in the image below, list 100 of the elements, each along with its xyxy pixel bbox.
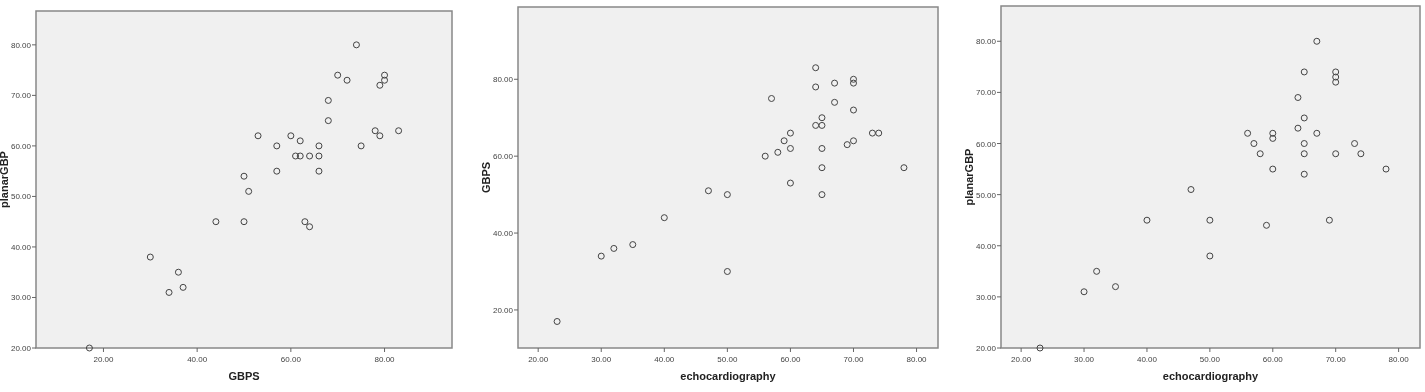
point bbox=[1080, 288, 1088, 296]
y-tick-label: 20.00 bbox=[492, 305, 514, 315]
point bbox=[273, 142, 281, 150]
point bbox=[786, 179, 794, 187]
y-tick-label: 40.00 bbox=[10, 242, 32, 252]
point bbox=[818, 164, 826, 172]
point bbox=[292, 152, 300, 160]
point bbox=[850, 106, 857, 114]
point bbox=[395, 127, 403, 135]
point bbox=[761, 152, 769, 160]
x-tick-label: 80.00 bbox=[1388, 355, 1410, 364]
point bbox=[1300, 170, 1308, 178]
y-tick-label: 30.00 bbox=[975, 292, 997, 302]
point bbox=[324, 117, 332, 125]
x-tick-label: 30.00 bbox=[1074, 355, 1095, 364]
point bbox=[296, 152, 304, 160]
point bbox=[212, 218, 220, 226]
point bbox=[850, 79, 857, 87]
point bbox=[1300, 68, 1308, 76]
x-tick-label: 40.00 bbox=[1136, 355, 1158, 364]
point bbox=[553, 317, 561, 325]
point bbox=[818, 121, 826, 129]
point bbox=[1206, 216, 1214, 224]
y-tick-label: 20.00 bbox=[975, 344, 997, 353]
x-tick-label: 40.00 bbox=[654, 355, 675, 364]
point bbox=[1244, 129, 1252, 137]
point bbox=[1332, 150, 1340, 158]
point bbox=[818, 114, 826, 122]
point bbox=[240, 218, 248, 226]
point bbox=[831, 98, 839, 106]
x-tick-label: 20.00 bbox=[93, 355, 115, 364]
y-tick-label: 40.00 bbox=[975, 241, 997, 251]
point bbox=[376, 132, 384, 140]
y-tick-label: 30.00 bbox=[10, 293, 32, 303]
point bbox=[1332, 78, 1340, 86]
y-tick-label: 80.00 bbox=[975, 37, 997, 47]
point bbox=[780, 137, 788, 145]
x-tick-label: 80.00 bbox=[906, 355, 928, 364]
point bbox=[324, 96, 332, 104]
x-tick-label: 20.00 bbox=[528, 355, 549, 364]
point bbox=[1325, 216, 1333, 224]
point bbox=[704, 187, 712, 195]
point bbox=[843, 141, 851, 149]
point bbox=[1332, 73, 1340, 81]
point bbox=[301, 218, 309, 226]
point bbox=[376, 81, 384, 89]
point bbox=[1300, 114, 1308, 122]
point bbox=[768, 95, 776, 102]
x-tick-label: 20.00 bbox=[1011, 355, 1032, 364]
y-axis-title: planarGBP bbox=[963, 148, 975, 206]
x-tick-label: 70.00 bbox=[1325, 355, 1347, 364]
point bbox=[1187, 186, 1195, 194]
point bbox=[850, 75, 857, 83]
point bbox=[831, 79, 839, 87]
point bbox=[315, 142, 323, 150]
point bbox=[786, 129, 794, 137]
point bbox=[597, 252, 605, 260]
point bbox=[1294, 124, 1302, 132]
point bbox=[306, 152, 314, 160]
point bbox=[357, 142, 365, 150]
point bbox=[629, 241, 637, 249]
point bbox=[900, 164, 908, 172]
y-tick-label: 50.00 bbox=[975, 190, 997, 200]
point bbox=[371, 127, 379, 135]
y-tick-label: 60.00 bbox=[492, 152, 514, 162]
y-tick-label: 50.00 bbox=[10, 192, 32, 202]
point bbox=[812, 64, 820, 72]
point bbox=[786, 144, 794, 152]
point bbox=[818, 191, 826, 199]
x-tick-label: 60.00 bbox=[1262, 355, 1284, 364]
point bbox=[254, 132, 262, 140]
point bbox=[1262, 221, 1270, 229]
x-axis-title: echocardiography bbox=[1162, 370, 1260, 382]
point bbox=[1256, 150, 1264, 158]
y-tick-label: 60.00 bbox=[10, 141, 32, 151]
point bbox=[1269, 129, 1277, 137]
x-tick-label: 60.00 bbox=[280, 355, 302, 364]
point bbox=[723, 268, 731, 275]
x-tick-label: 30.00 bbox=[591, 355, 612, 364]
y-tick-label: 70.00 bbox=[975, 88, 997, 98]
point bbox=[85, 344, 93, 352]
point bbox=[1294, 94, 1302, 102]
point bbox=[381, 71, 389, 79]
x-tick-label: 70.00 bbox=[843, 355, 865, 364]
point bbox=[850, 137, 857, 145]
y-axis-title: GBPS bbox=[480, 161, 492, 194]
point bbox=[812, 83, 820, 91]
y-tick-label: 40.00 bbox=[492, 229, 514, 239]
point bbox=[1300, 150, 1308, 158]
point bbox=[868, 129, 876, 137]
point bbox=[179, 283, 187, 291]
point bbox=[315, 167, 323, 175]
point bbox=[1357, 150, 1365, 158]
point bbox=[1351, 140, 1359, 148]
y-axis-title: planarGBP bbox=[0, 151, 10, 208]
point bbox=[1143, 216, 1151, 224]
point bbox=[1250, 140, 1258, 148]
x-tick-label: 40.00 bbox=[187, 355, 208, 364]
y-tick-label: 20.00 bbox=[10, 344, 32, 353]
point bbox=[875, 129, 883, 137]
